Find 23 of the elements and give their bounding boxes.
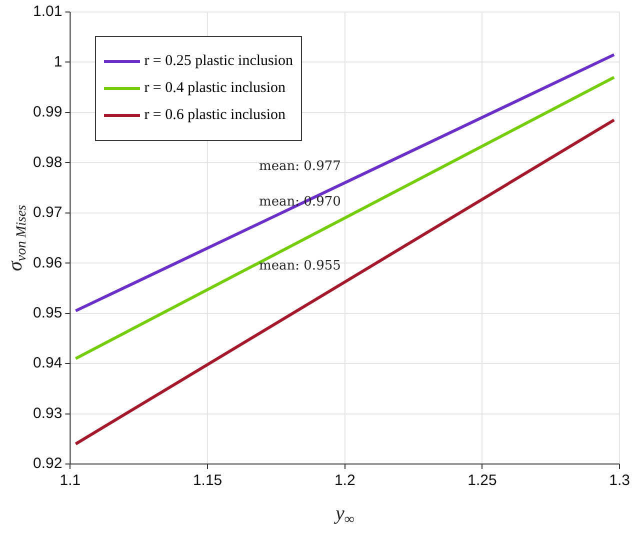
y-tick-label: 0.93 — [32, 404, 62, 422]
legend-label: r = 0.6 plastic inclusion — [144, 107, 286, 124]
x-axis-title: y∞ — [333, 502, 354, 528]
y-tick-label: 1.01 — [32, 3, 62, 20]
y-axis-title: σvon Mises — [4, 204, 30, 272]
legend-label: r = 0.4 plastic inclusion — [144, 80, 286, 97]
y-tick-label: 0.94 — [32, 354, 62, 372]
y-tick-label: 0.92 — [32, 455, 62, 472]
y-tick-label: 0.96 — [32, 254, 62, 272]
annotation: mean: 0.970 — [259, 194, 341, 210]
y-tick-label: 0.99 — [32, 104, 62, 121]
y-tick-label: 0.98 — [32, 154, 62, 171]
x-tick-label: 1.15 — [192, 472, 222, 490]
annotation: mean: 0.977 — [259, 159, 341, 174]
annotation: mean: 0.955 — [259, 258, 341, 274]
y-tick-label: 0.95 — [32, 304, 62, 322]
x-tick-label: 1.3 — [609, 472, 630, 490]
y-tick-label: 0.97 — [32, 204, 62, 222]
x-tick-label: 1.1 — [60, 472, 81, 490]
y-tick-label: 1 — [54, 53, 62, 70]
legend-label: r = 0.25 plastic inclusion — [144, 53, 294, 70]
x-tick-label: 1.25 — [468, 472, 497, 490]
x-tick-label: 1.2 — [334, 472, 356, 490]
